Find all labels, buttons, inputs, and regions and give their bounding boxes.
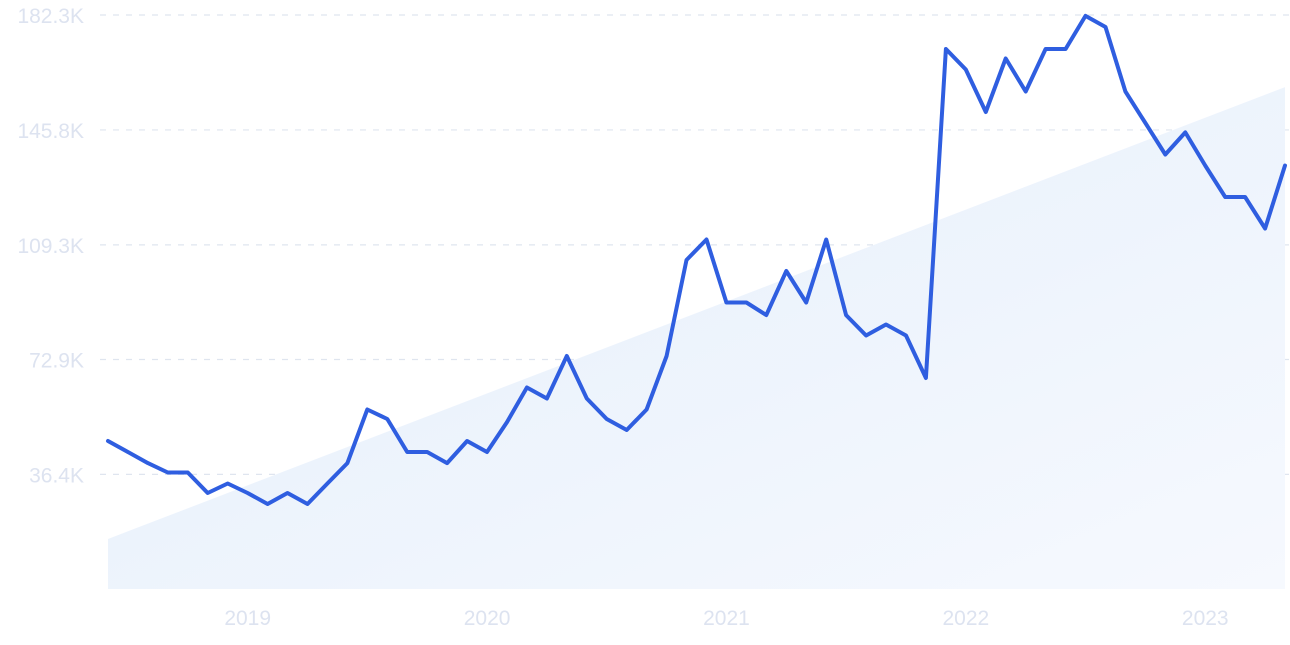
data-point — [1024, 90, 1028, 94]
data-point — [704, 237, 708, 241]
data-point — [1123, 90, 1127, 94]
data-point — [984, 110, 988, 114]
data-point — [1283, 164, 1287, 168]
trend-area — [108, 87, 1285, 590]
data-point — [485, 450, 489, 454]
y-tick-label: 145.8K — [17, 120, 84, 143]
data-point — [1223, 195, 1227, 199]
data-point — [565, 354, 569, 358]
data-point — [904, 334, 908, 338]
data-point — [1163, 152, 1167, 156]
data-point — [385, 417, 389, 421]
data-point — [844, 313, 848, 317]
data-point — [305, 502, 309, 506]
series-line — [106, 13, 1287, 506]
data-point — [1243, 195, 1247, 199]
x-tick-label: 2021 — [703, 607, 750, 630]
data-point — [126, 450, 130, 454]
data-point — [425, 450, 429, 454]
data-point — [465, 439, 469, 443]
data-point — [585, 397, 589, 401]
data-point — [186, 470, 190, 474]
data-point — [505, 420, 509, 424]
data-point — [804, 300, 808, 304]
data-point — [525, 385, 529, 389]
data-point — [685, 258, 689, 262]
data-point — [944, 47, 948, 51]
data-point — [226, 482, 230, 486]
data-point — [1103, 25, 1107, 29]
data-point — [106, 439, 110, 443]
data-point — [764, 313, 768, 317]
data-point — [405, 450, 409, 454]
data-point — [365, 408, 369, 412]
data-point — [625, 428, 629, 432]
data-point — [146, 461, 150, 465]
data-point — [784, 269, 788, 273]
data-point — [1044, 47, 1048, 51]
data-point — [325, 482, 329, 486]
y-tick-label: 36.4K — [29, 464, 84, 487]
data-point — [1143, 121, 1147, 125]
data-point — [286, 491, 290, 495]
data-point — [924, 376, 928, 380]
x-tick-label: 2023 — [1182, 607, 1229, 630]
data-point — [1203, 164, 1207, 168]
data-point — [246, 491, 250, 495]
data-point — [445, 461, 449, 465]
data-point — [545, 397, 549, 401]
y-tick-label: 182.3K — [17, 5, 84, 28]
data-point — [824, 237, 828, 241]
data-point — [665, 354, 669, 358]
series-layer — [106, 13, 1287, 506]
y-tick-label: 72.9K — [29, 349, 84, 372]
data-point — [1004, 56, 1008, 60]
data-point — [1183, 130, 1187, 134]
data-point — [645, 408, 649, 412]
data-point — [884, 323, 888, 327]
x-tick-label: 2022 — [943, 607, 990, 630]
x-axis-ticks: 2019 2020 2021 2022 2023 — [224, 607, 1228, 630]
data-point — [206, 491, 210, 495]
data-point — [724, 300, 728, 304]
y-axis-ticks: 36.4K 72.9K 109.3K 145.8K 182.3K — [17, 5, 84, 487]
data-point — [345, 461, 349, 465]
x-tick-label: 2020 — [464, 607, 511, 630]
data-point — [266, 502, 270, 506]
trend-area-fill — [108, 87, 1285, 590]
x-tick-label: 2019 — [224, 607, 271, 630]
data-point — [1084, 14, 1088, 18]
data-point — [864, 334, 868, 338]
data-point — [605, 417, 609, 421]
data-point — [964, 67, 968, 71]
data-point — [166, 470, 170, 474]
y-tick-label: 109.3K — [17, 235, 84, 258]
data-point — [744, 300, 748, 304]
data-point — [1064, 47, 1068, 51]
data-point — [1263, 226, 1267, 230]
